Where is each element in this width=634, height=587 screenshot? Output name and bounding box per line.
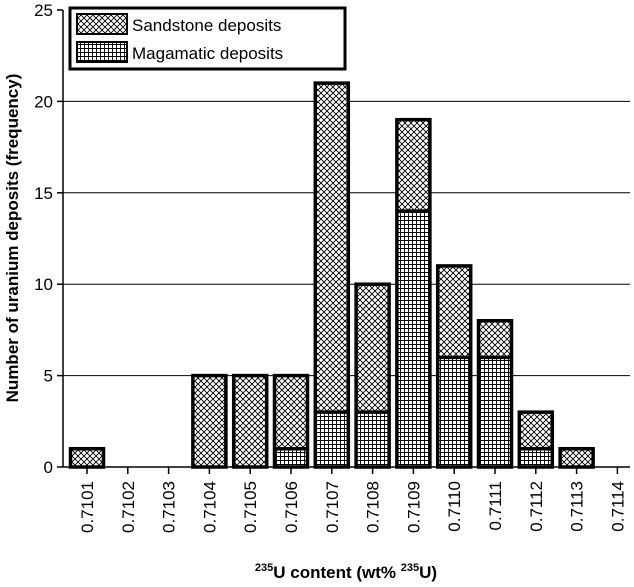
legend-swatch-sandstone (76, 13, 128, 35)
x-tick-label: 0.7107 (323, 481, 342, 533)
bar-segment-sandstone (70, 448, 104, 467)
bar-segment-sandstone (437, 265, 471, 358)
bar-segment-sandstone (315, 83, 349, 413)
x-axis-title-part1: U content (wt% (273, 563, 401, 582)
x-axis-title-sup2: 235 (401, 562, 419, 574)
bar-segment-magmatic (478, 357, 512, 467)
x-tick-label: 0.7114 (608, 481, 627, 532)
bar-segment-sandstone (274, 375, 308, 449)
bar-segment-magmatic (315, 412, 349, 467)
bar-segment-sandstone (396, 119, 430, 212)
x-axis-title-sup1: 235 (255, 562, 273, 574)
bar-segment-sandstone (192, 375, 226, 467)
bars (68, 81, 595, 469)
x-tick-label: 0.7102 (119, 481, 138, 533)
bar-segment-sandstone (233, 375, 267, 467)
bar-segment-sandstone (478, 320, 512, 358)
legend-swatch-magmatic (76, 41, 128, 63)
x-tick-label: 0.7105 (241, 481, 260, 533)
x-tick-label: 0.7109 (404, 481, 423, 533)
y-tick-label: 15 (34, 184, 53, 203)
x-tick-label: 0.7108 (364, 481, 383, 533)
bar-segment-magmatic (396, 211, 430, 467)
x-axis-ticks: 0.7101 0.7102 0.7103 0.7104 0.7105 0.7106 0.71… (78, 467, 627, 533)
bar-segment-magmatic (437, 357, 471, 467)
bar-segment-sandstone (519, 412, 553, 449)
x-tick-label: 0.7112 (527, 481, 546, 532)
y-tick-label: 10 (34, 275, 53, 294)
y-tick-label: 5 (44, 367, 53, 386)
x-tick-label: 0.7104 (200, 481, 219, 533)
y-tick-label: 25 (34, 1, 53, 20)
bar-segment-sandstone (356, 284, 390, 413)
legend: Sandstone deposits Magamatic deposits (68, 6, 347, 71)
x-axis-title: 235U content (wt% 235U) (255, 562, 437, 582)
bar-segment-magmatic (274, 448, 308, 467)
legend-label-sandstone: Sandstone deposits (132, 16, 281, 35)
x-tick-label: 0.7111 (486, 481, 505, 530)
y-tick-label: 0 (44, 458, 53, 477)
x-tick-label: 0.7113 (568, 481, 587, 532)
x-tick-label: 0.7103 (160, 481, 179, 533)
bar-segment-magmatic (356, 412, 390, 467)
bar-segment-magmatic (519, 448, 553, 467)
legend-label-magmatic: Magamatic deposits (132, 44, 283, 63)
bar-segment-sandstone (560, 448, 594, 467)
y-tick-label: 20 (34, 92, 53, 111)
x-tick-label: 0.7110 (445, 481, 464, 532)
x-tick-label: 0.7101 (78, 481, 97, 533)
x-axis-title-part2: U) (419, 563, 437, 582)
x-tick-label: 0.7106 (282, 481, 301, 533)
y-axis-title: Number of uranium deposits (frequency) (3, 74, 22, 403)
y-axis-ticks: 0 5 10 15 20 25 (34, 1, 63, 477)
